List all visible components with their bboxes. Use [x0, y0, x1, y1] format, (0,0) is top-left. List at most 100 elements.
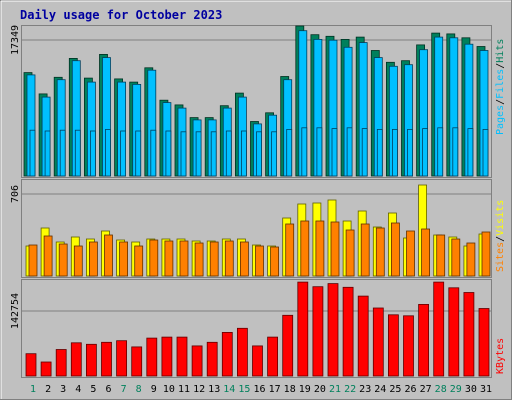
- kbytes-bar: [25, 353, 37, 377]
- kbytes-bar: [312, 286, 324, 377]
- x-tick-label: 29: [450, 384, 462, 395]
- pages-bar: [135, 130, 142, 177]
- kbytes-bar: [101, 341, 112, 377]
- x-tick-label: 30: [465, 384, 477, 395]
- kbytes-bar: [433, 281, 445, 377]
- sites-bar: [28, 244, 38, 277]
- x-tick-label: 25: [389, 384, 401, 395]
- pages-bar: [90, 130, 96, 177]
- sites-bar: [73, 245, 83, 277]
- x-tick-label: 8: [136, 384, 142, 395]
- sites-bar: [255, 245, 264, 277]
- kbytes-bar: [131, 346, 143, 377]
- pages-bar: [29, 129, 36, 177]
- x-tick-label: 1: [30, 384, 36, 395]
- pages-bar: [467, 128, 474, 177]
- kbytes-bar: [161, 336, 173, 377]
- pages-bar: [225, 130, 232, 177]
- sites-bar: [360, 223, 370, 277]
- y-tick-label-top: 17349: [10, 25, 21, 55]
- legend-sep-1: /: [495, 99, 506, 105]
- x-tick-label: 18: [284, 384, 296, 395]
- sites-bar: [89, 241, 98, 277]
- sites-bar: [406, 230, 415, 277]
- legend-top: Pages/Files/Hits: [495, 39, 506, 135]
- bars-bottom: [25, 281, 490, 377]
- legend-middle: Sites/Visits: [495, 200, 506, 272]
- x-tick-label: 4: [75, 384, 81, 395]
- pages-bar: [301, 127, 308, 177]
- sites-bar: [43, 235, 53, 277]
- legend-sites: Sites: [495, 242, 506, 272]
- x-tick-label: 15: [238, 384, 250, 395]
- pages-bar: [437, 127, 444, 177]
- x-tick-label: 17: [269, 384, 281, 395]
- x-tick-label: 31: [480, 384, 492, 395]
- kbytes-bar: [176, 336, 188, 377]
- x-tick-label: 12: [193, 384, 205, 395]
- kbytes-bar: [327, 283, 339, 377]
- kbytes-bar: [418, 303, 430, 377]
- pages-bar: [391, 128, 398, 177]
- pages-bar: [376, 128, 383, 177]
- x-tick-label: 10: [163, 384, 175, 395]
- pages-bar: [316, 127, 323, 177]
- x-axis-labels: 1 2 3 4 5 6 7 8 9 10 11 12 13 14 15 16 17 18 19 20 21 22 23 24 2…: [30, 384, 492, 395]
- pages-bar: [195, 131, 202, 177]
- kbytes-bar: [448, 287, 460, 377]
- x-tick-label: 20: [314, 384, 326, 395]
- x-tick-label: 11: [178, 384, 190, 395]
- pages-bar: [150, 129, 157, 177]
- pages-bar: [331, 128, 338, 177]
- kbytes-bar: [221, 331, 233, 377]
- sites-bar: [466, 242, 476, 277]
- sites-bar: [104, 234, 113, 277]
- sites-bar: [330, 221, 340, 277]
- x-tick-label: 23: [359, 384, 371, 395]
- pages-bar: [120, 130, 126, 177]
- chart-title: Daily usage for October 2023: [20, 8, 222, 22]
- x-tick-label: 22: [344, 384, 356, 395]
- pages-bar: [482, 128, 489, 177]
- x-tick-label: 26: [404, 384, 416, 395]
- kbytes-bar: [86, 343, 97, 377]
- pages-bar: [44, 130, 51, 177]
- kbytes-bar: [282, 314, 294, 377]
- kbytes-bar: [267, 336, 279, 377]
- pages-bar: [105, 128, 111, 177]
- sites-bar: [194, 242, 204, 277]
- kbytes-bar: [116, 340, 127, 377]
- legend-files: Files: [495, 69, 506, 99]
- kbytes-bar: [55, 349, 67, 377]
- pages-bar: [240, 130, 247, 177]
- kbytes-bar: [372, 307, 384, 377]
- y-tick-label-middle: 706: [10, 185, 21, 203]
- x-tick-label: 6: [105, 384, 111, 395]
- kbytes-bar: [252, 345, 263, 377]
- legend-pages: Pages: [495, 105, 506, 135]
- kbytes-bar: [40, 361, 52, 377]
- sites-bar: [421, 228, 431, 277]
- sites-bar: [119, 241, 128, 277]
- kbytes-bar: [146, 337, 158, 377]
- x-tick-label: 5: [90, 384, 96, 395]
- sites-bar: [239, 241, 249, 277]
- sites-bar: [134, 245, 144, 277]
- sites-bar: [390, 222, 400, 277]
- sites-bar: [224, 240, 234, 277]
- sites-bar: [209, 241, 219, 277]
- x-tick-label: 7: [121, 384, 127, 395]
- sites-bar: [436, 234, 446, 277]
- x-tick-label: 13: [208, 384, 220, 395]
- kbytes-bar: [403, 315, 414, 377]
- x-tick-label: 2: [45, 384, 51, 395]
- sites-bar: [375, 227, 385, 277]
- pages-bar: [59, 129, 66, 177]
- pages-bar: [286, 128, 293, 177]
- x-tick-label: 27: [420, 384, 432, 395]
- kbytes-bar: [478, 308, 490, 377]
- pages-bar: [271, 131, 278, 177]
- kbytes-bar: [357, 295, 369, 377]
- y-tick-label-bottom: 142754: [10, 293, 21, 329]
